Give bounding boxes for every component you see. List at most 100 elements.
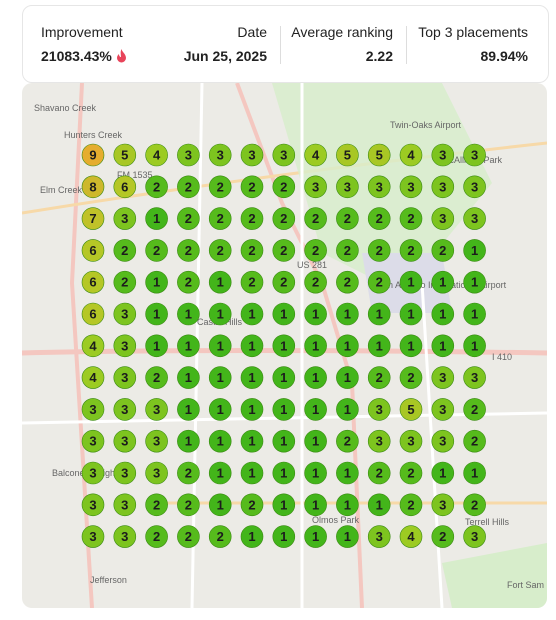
rank-label: 1 — [185, 307, 192, 322]
rank-label: 2 — [121, 275, 128, 290]
stat-value-text: 21083.43% — [41, 48, 112, 64]
rank-label: 2 — [376, 243, 383, 258]
rank-marker — [81, 525, 105, 548]
rank-label: 1 — [312, 466, 319, 481]
rank-marker — [336, 334, 359, 358]
rank-marker — [431, 429, 455, 453]
rank-label: 1 — [312, 497, 319, 512]
rank-label: 1 — [153, 338, 160, 353]
rank-marker — [399, 461, 423, 485]
rank-marker — [336, 207, 359, 230]
rank-label: 2 — [407, 211, 414, 226]
rank-marker — [399, 143, 423, 167]
rank-label: 3 — [471, 370, 478, 385]
rank-marker — [145, 461, 168, 485]
rank-marker — [240, 493, 264, 517]
rank-label: 2 — [471, 402, 478, 417]
rank-label: 2 — [344, 243, 351, 258]
rank-label: 1 — [217, 466, 224, 481]
rank-label: 1 — [217, 338, 224, 353]
rank-marker — [145, 143, 168, 167]
rank-marker — [367, 493, 391, 517]
rank-marker — [367, 143, 391, 167]
map-label: Elm Creek — [40, 185, 83, 195]
rank-label: 1 — [312, 402, 319, 417]
rank-label: 3 — [217, 148, 224, 163]
rank-marker — [399, 493, 423, 517]
stat: Date Jun 25, 2025 — [184, 24, 267, 64]
rank-label: 2 — [248, 179, 255, 194]
rank-label: 2 — [376, 370, 383, 385]
map-base — [22, 83, 547, 608]
rank-marker — [304, 461, 327, 485]
rank-label: 1 — [153, 307, 160, 322]
rank-marker — [208, 239, 232, 262]
stat: Improvement 21083.43% — [41, 24, 127, 64]
rank-label: 2 — [471, 434, 478, 449]
rank-marker — [336, 429, 359, 453]
rank-label: 1 — [471, 338, 478, 353]
rank-marker — [463, 334, 486, 358]
rank-label: 1 — [376, 497, 383, 512]
rank-label: 3 — [376, 402, 383, 417]
rank-marker — [336, 239, 359, 262]
rank-label: 3 — [280, 148, 287, 163]
rank-label: 2 — [344, 275, 351, 290]
rank-label: 1 — [344, 338, 351, 353]
rank-label: 1 — [217, 275, 224, 290]
rank-label: 2 — [121, 243, 128, 258]
rank-label: 2 — [280, 179, 287, 194]
rank-marker — [304, 207, 327, 230]
rank-marker — [145, 302, 168, 326]
rank-label: 3 — [439, 211, 446, 226]
rank-marker — [113, 429, 137, 453]
rank-marker — [431, 239, 455, 262]
rank-label: 1 — [344, 529, 351, 544]
rank-label: 3 — [121, 466, 128, 481]
rank-marker — [145, 525, 168, 548]
rank-marker — [145, 366, 168, 389]
rank-label: 2 — [185, 179, 192, 194]
rank-marker — [399, 175, 423, 199]
rank-label: 7 — [89, 211, 96, 226]
rank-label: 2 — [217, 179, 224, 194]
rank-marker — [145, 270, 168, 294]
rank-marker — [399, 302, 423, 326]
rank-label: 4 — [312, 148, 320, 163]
rank-label: 1 — [185, 402, 192, 417]
map-label: Jefferson — [90, 575, 127, 585]
rank-label: 1 — [376, 338, 383, 353]
rank-label: 2 — [185, 275, 192, 290]
rank-marker — [240, 270, 264, 294]
rank-marker — [463, 143, 486, 167]
rank-label: 2 — [407, 497, 414, 512]
map-label: FM 1535 — [117, 170, 153, 180]
rank-marker — [177, 461, 200, 485]
rank-marker — [81, 493, 105, 517]
rank-label: 1 — [471, 275, 478, 290]
rank-label: 5 — [344, 148, 351, 163]
rank-label: 4 — [89, 338, 97, 353]
rank-marker — [431, 302, 455, 326]
rank-label: 3 — [376, 179, 383, 194]
rank-marker — [272, 207, 296, 230]
rank-label: 1 — [344, 466, 351, 481]
rank-marker — [240, 175, 264, 199]
rank-label: 1 — [439, 338, 446, 353]
rank-marker — [336, 461, 359, 485]
rank-marker — [81, 366, 105, 389]
rank-label: 3 — [153, 466, 160, 481]
rank-marker — [81, 270, 105, 294]
rank-marker — [272, 175, 296, 199]
rank-label: 3 — [248, 148, 255, 163]
rank-label: 6 — [121, 179, 128, 194]
rank-marker — [463, 525, 486, 548]
rank-label: 1 — [280, 529, 287, 544]
rank-marker — [463, 270, 486, 294]
stat-label: Date — [237, 24, 267, 40]
separator — [406, 26, 407, 64]
rank-marker — [304, 366, 327, 389]
rank-label: 2 — [344, 434, 351, 449]
rank-marker — [177, 270, 200, 294]
rank-label: 3 — [439, 370, 446, 385]
